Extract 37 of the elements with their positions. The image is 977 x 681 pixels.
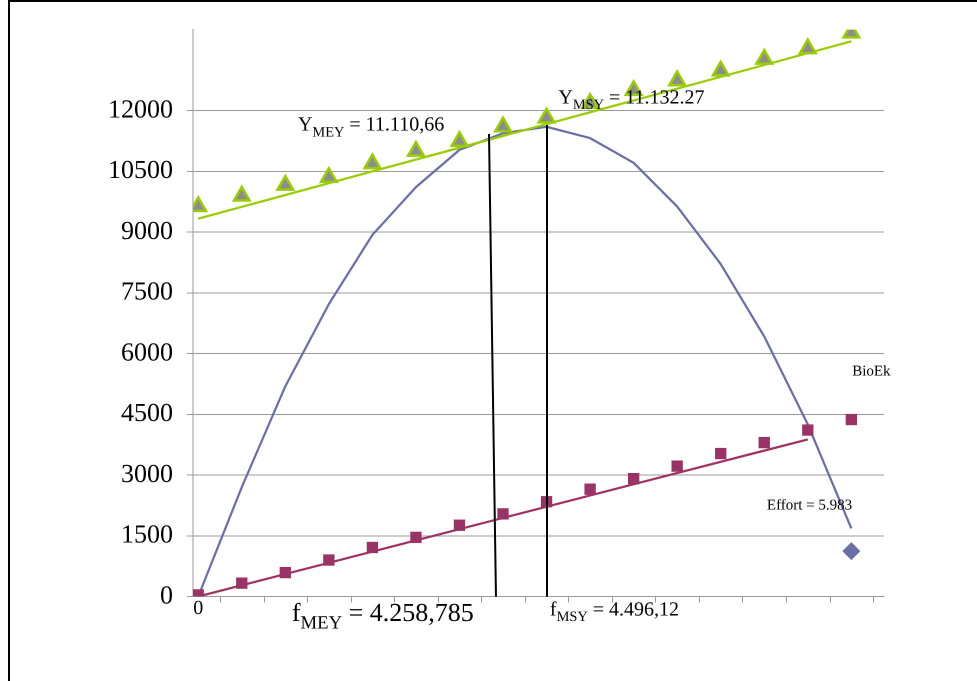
point bbox=[672, 460, 683, 472]
point bbox=[276, 174, 294, 191]
point bbox=[494, 116, 512, 133]
y-tick-label: 3000 bbox=[121, 458, 173, 488]
y-tick-label: 9000 bbox=[121, 216, 173, 245]
y-tick-label: 7500 bbox=[121, 276, 173, 306]
point bbox=[802, 424, 814, 436]
point bbox=[454, 520, 466, 531]
point bbox=[280, 566, 291, 578]
point bbox=[584, 484, 596, 495]
point bbox=[758, 436, 770, 448]
point bbox=[798, 38, 817, 54]
point bbox=[366, 542, 378, 554]
point bbox=[320, 167, 338, 184]
point bbox=[755, 48, 774, 65]
point bbox=[846, 414, 857, 426]
point bbox=[668, 70, 686, 86]
y-tick-label: 12000 bbox=[108, 94, 173, 124]
point bbox=[712, 60, 730, 77]
y-tick-label: 10500 bbox=[108, 155, 173, 184]
point bbox=[450, 131, 469, 148]
point bbox=[628, 473, 640, 484]
point bbox=[715, 448, 726, 460]
point bbox=[236, 577, 248, 589]
point bbox=[497, 508, 509, 520]
point bbox=[363, 153, 382, 170]
y-tick-label: 6000 bbox=[121, 337, 173, 366]
point bbox=[410, 532, 422, 544]
point bbox=[406, 140, 425, 157]
point bbox=[842, 542, 860, 560]
point bbox=[323, 554, 335, 566]
y-tick-label: 4500 bbox=[121, 398, 173, 428]
point bbox=[232, 186, 251, 202]
point bbox=[538, 108, 556, 124]
y-tick-label: 1500 bbox=[121, 520, 173, 549]
annotation: BioEk bbox=[852, 364, 892, 380]
y-tick-label: 0 bbox=[160, 580, 173, 610]
